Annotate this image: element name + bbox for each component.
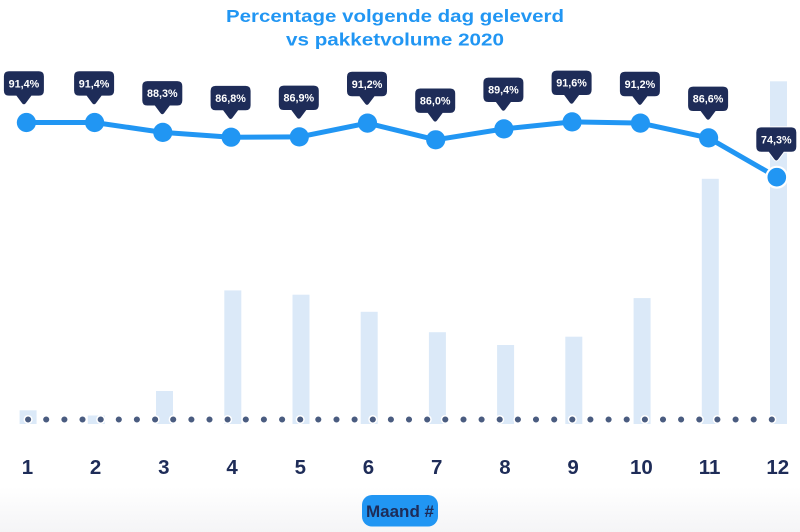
svg-text:91,2%: 91,2% bbox=[625, 79, 656, 91]
svg-text:2: 2 bbox=[90, 456, 101, 479]
svg-text:11: 11 bbox=[699, 456, 721, 479]
svg-text:4: 4 bbox=[226, 456, 238, 479]
svg-text:9: 9 bbox=[567, 456, 578, 479]
svg-text:8: 8 bbox=[499, 456, 510, 479]
svg-text:88,3%: 88,3% bbox=[147, 88, 178, 100]
svg-text:91,4%: 91,4% bbox=[79, 78, 110, 90]
svg-text:86,8%: 86,8% bbox=[215, 93, 246, 105]
svg-text:vs pakketvolume 2020: vs pakketvolume 2020 bbox=[286, 30, 504, 50]
svg-text:89,4%: 89,4% bbox=[488, 85, 519, 97]
svg-text:12: 12 bbox=[766, 456, 789, 479]
svg-text:91,6%: 91,6% bbox=[556, 78, 587, 90]
svg-text:74,3%: 74,3% bbox=[761, 135, 792, 147]
svg-text:Maand #: Maand # bbox=[366, 502, 435, 521]
svg-text:6: 6 bbox=[363, 456, 374, 479]
svg-text:10: 10 bbox=[630, 456, 653, 479]
svg-text:Percentage volgende dag geleve: Percentage volgende dag geleverd bbox=[226, 6, 564, 26]
svg-text:86,0%: 86,0% bbox=[420, 96, 451, 108]
svg-text:7: 7 bbox=[431, 456, 442, 479]
svg-text:3: 3 bbox=[158, 456, 169, 479]
svg-text:1: 1 bbox=[22, 456, 33, 479]
svg-text:91,4%: 91,4% bbox=[9, 78, 40, 90]
svg-text:91,2%: 91,2% bbox=[352, 79, 383, 91]
svg-text:86,9%: 86,9% bbox=[283, 93, 314, 105]
svg-text:5: 5 bbox=[295, 456, 306, 479]
svg-text:86,6%: 86,6% bbox=[693, 94, 724, 106]
